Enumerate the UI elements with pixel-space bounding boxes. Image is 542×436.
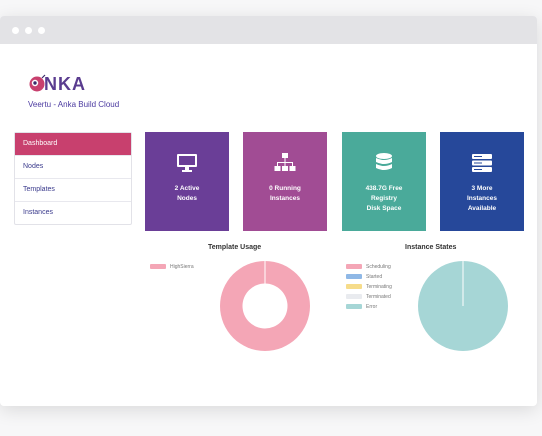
donut-hole xyxy=(242,283,288,329)
brand-subtitle: Veertu - Anka Build Cloud xyxy=(28,100,120,109)
card-line: 438.7G Free xyxy=(365,185,403,192)
card-line: Instances xyxy=(270,195,300,202)
instance-states-title: Instance States xyxy=(405,244,457,251)
legend-label: Started xyxy=(366,274,383,280)
template-usage-title: Template Usage xyxy=(208,244,262,251)
registry-disk-card[interactable]: 438.7G Free Registry Disk Space xyxy=(342,132,426,231)
template-usage-legend: HighSierra xyxy=(150,262,194,272)
card-line: Instances xyxy=(467,195,497,202)
sidebar-item-instances[interactable]: Instances xyxy=(23,209,53,216)
sidebar-nav: Dashboard Nodes Templates Instances xyxy=(14,132,132,225)
database-icon xyxy=(342,152,426,174)
legend-entry[interactable]: Terminating xyxy=(346,282,392,292)
instance-states-legend: Scheduling Started Terminating Terminated Er… xyxy=(346,262,392,312)
sidebar-item-nodes[interactable]: Nodes xyxy=(15,156,131,179)
card-line: 2 Active xyxy=(174,185,200,192)
legend-entry[interactable]: HighSierra xyxy=(150,262,194,272)
instance-states-chart xyxy=(418,261,508,351)
legend-swatch xyxy=(346,284,362,290)
sidebar-item-dashboard[interactable]: Dashboard xyxy=(15,133,131,156)
legend-entry[interactable]: Error xyxy=(346,302,392,312)
legend-swatch xyxy=(346,274,362,280)
legend-swatch xyxy=(346,304,362,310)
monitor-icon xyxy=(145,152,229,174)
legend-swatch xyxy=(346,294,362,300)
card-line: Registry xyxy=(370,195,397,202)
legend-label: Error xyxy=(366,304,378,310)
legend-label: Terminated xyxy=(366,294,391,300)
card-line: 0 Running xyxy=(269,185,301,192)
legend-label: Terminating xyxy=(366,284,392,290)
available-instances-card[interactable]: 3 More Instances Available xyxy=(440,132,524,231)
legend-label: HighSierra xyxy=(170,264,194,270)
server-icon xyxy=(440,152,524,174)
card-line: Available xyxy=(467,205,497,212)
card-line: Disk Space xyxy=(366,205,402,212)
browser-window: NKA Veertu - Anka Build Cloud Dashboard … xyxy=(0,16,537,406)
brand-name: NKA xyxy=(44,74,86,94)
legend-entry[interactable]: Terminated xyxy=(346,292,392,302)
window-titlebar xyxy=(0,16,537,44)
running-instances-card[interactable]: 0 Running Instances xyxy=(243,132,327,231)
legend-entry[interactable]: Started xyxy=(346,272,392,282)
network-icon xyxy=(243,152,327,174)
active-nodes-card[interactable]: 2 Active Nodes xyxy=(145,132,229,231)
anka-logo-icon xyxy=(28,74,48,94)
template-usage-chart xyxy=(220,261,310,351)
legend-swatch xyxy=(346,264,362,270)
window-dot-minimize[interactable] xyxy=(25,27,32,34)
window-dot-maximize[interactable] xyxy=(38,27,45,34)
legend-label: Scheduling xyxy=(366,264,391,270)
card-line: Nodes xyxy=(177,195,197,202)
legend-entry[interactable]: Scheduling xyxy=(346,262,392,272)
sidebar-item-templates[interactable]: Templates xyxy=(15,179,131,202)
window-dot-close[interactable] xyxy=(12,27,19,34)
legend-swatch xyxy=(150,264,166,270)
card-line: 3 More xyxy=(471,185,493,192)
